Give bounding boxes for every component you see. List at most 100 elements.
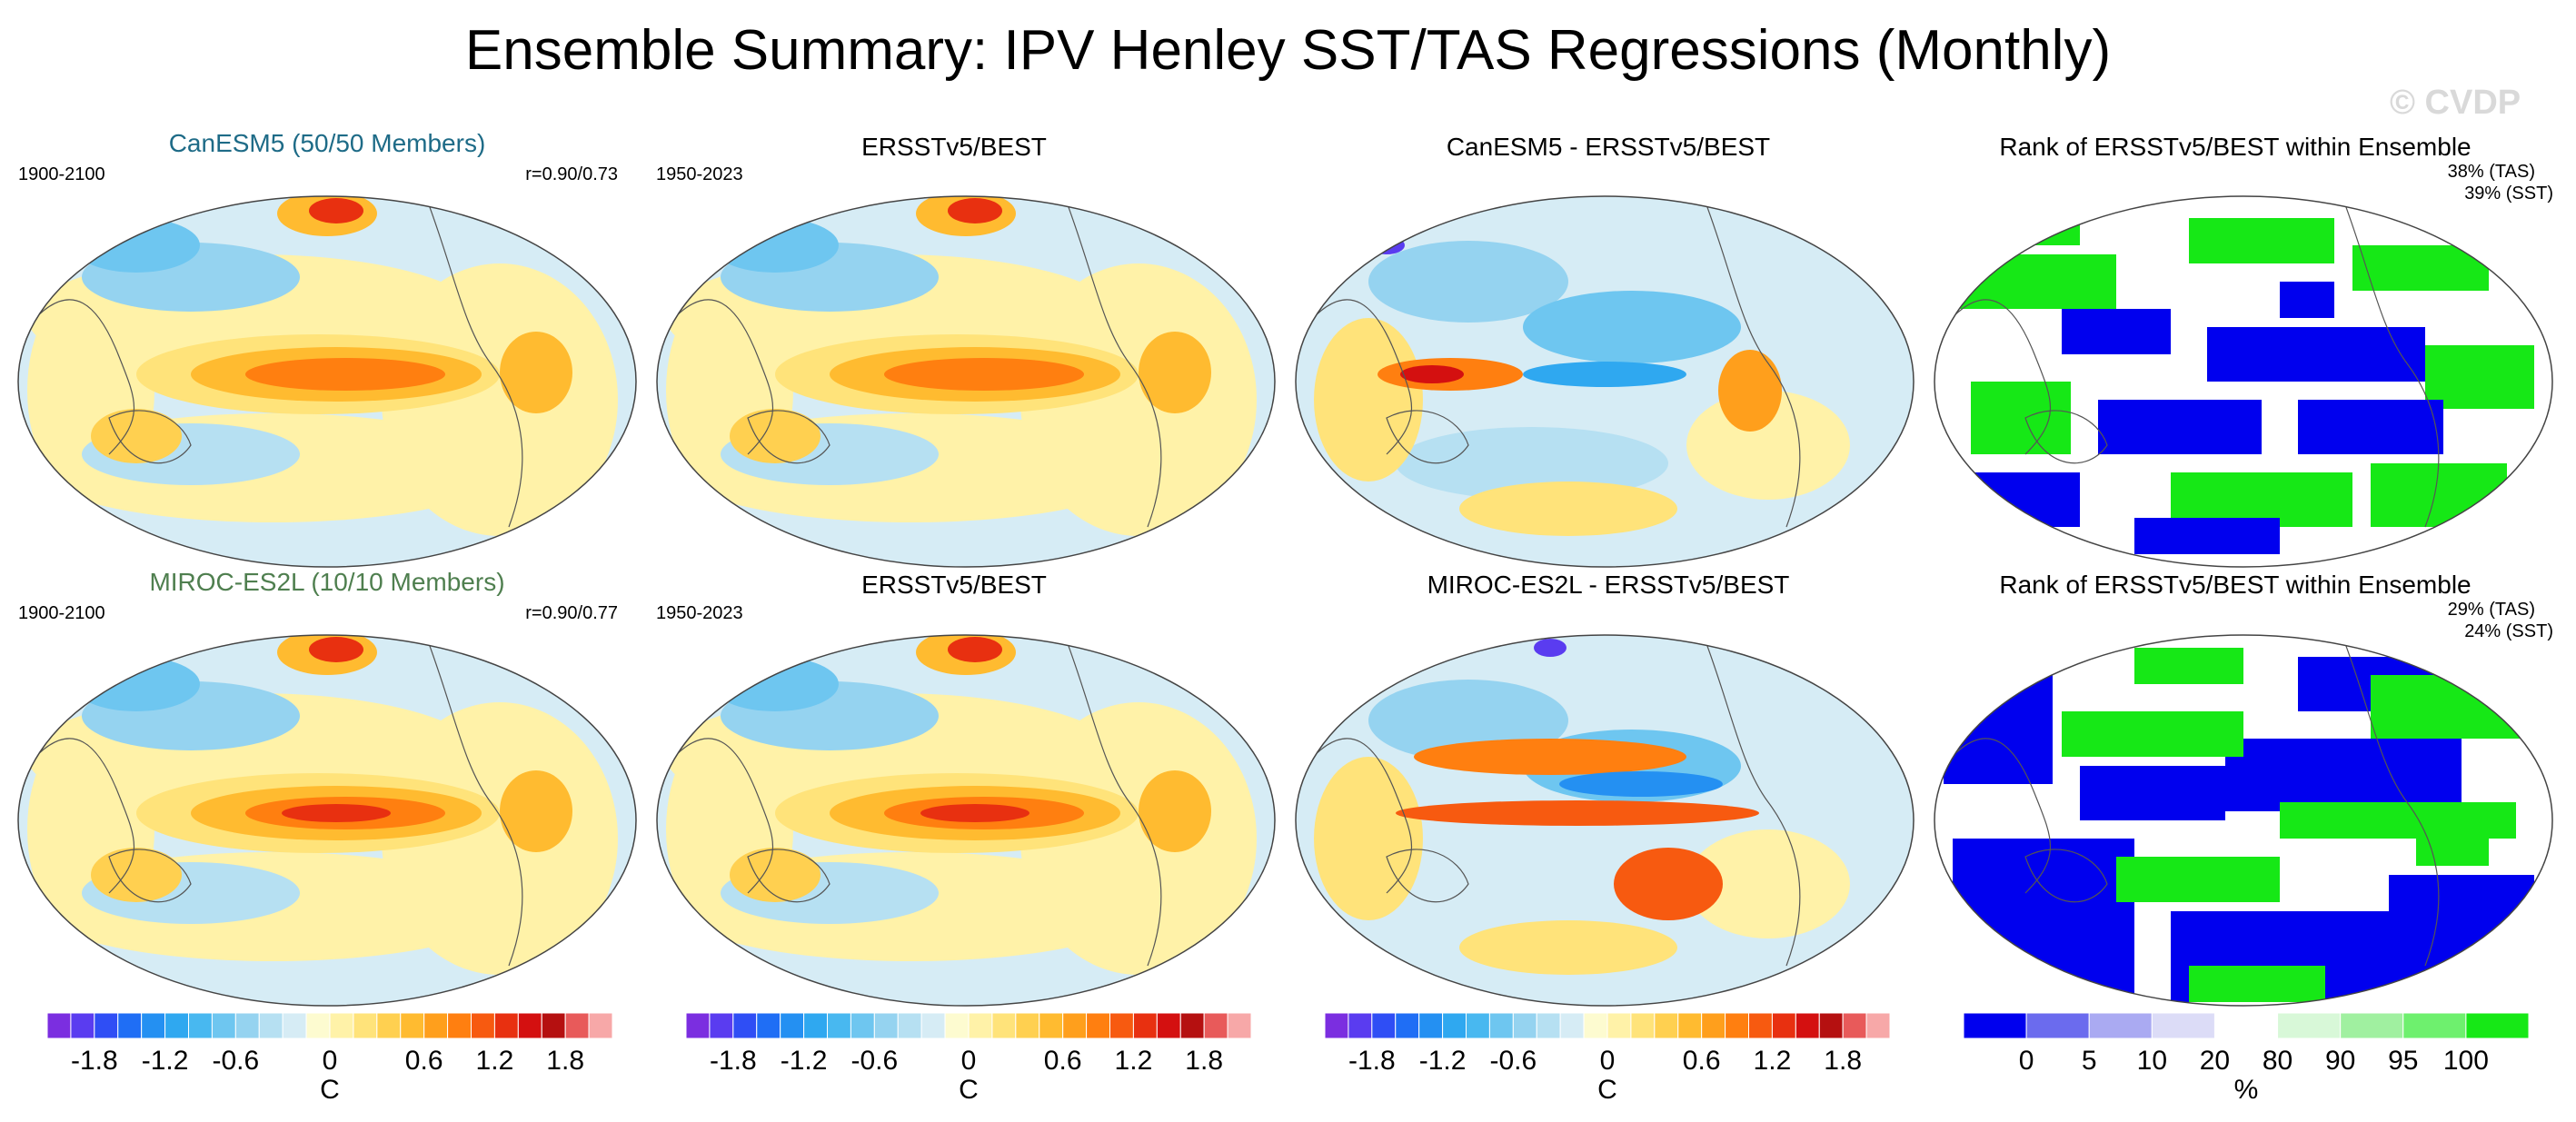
amazon-warm xyxy=(1139,332,1211,413)
coast-line xyxy=(2342,638,2440,967)
rank-colorbar-unit-label: % xyxy=(2234,1075,2259,1105)
rank-colorbar-swatch xyxy=(2213,1012,2279,1039)
continent-outlines xyxy=(26,638,523,967)
map-model-2 xyxy=(18,635,636,1006)
rank-block xyxy=(2116,857,2280,902)
colorbar-swatch xyxy=(1348,1012,1373,1039)
australia-outline xyxy=(108,849,192,903)
colorbar-swatch xyxy=(944,1012,970,1039)
atlantic-warm xyxy=(382,263,618,536)
rank-block xyxy=(2280,282,2334,318)
colorbar-swatch xyxy=(471,1012,495,1039)
colorbar-tick-label: -1.2 xyxy=(781,1046,828,1076)
australia-outline xyxy=(1386,410,1469,464)
rank-block xyxy=(2298,400,2443,454)
colorbar-swatch xyxy=(1086,1012,1111,1039)
colorbar-unit-label: C xyxy=(1597,1075,1617,1105)
period-label-obs-1: 1950-2023 xyxy=(656,164,743,184)
figure-title: Ensemble Summary: IPV Henley SST/TAS Reg… xyxy=(464,19,2112,82)
colorbar-swatch xyxy=(803,1012,828,1039)
rank-block xyxy=(2425,345,2534,409)
colorbar-tick-label: -0.6 xyxy=(850,1046,898,1076)
colorbar-tick-label: -0.6 xyxy=(212,1046,259,1076)
map-rank-1 xyxy=(1934,196,2552,567)
rank-block xyxy=(2134,518,2280,554)
panel-title-rank-1: Rank of ERSSTv5/BEST within Ensemble xyxy=(1999,133,2472,161)
australia-outline xyxy=(2024,849,2108,903)
colorbar-tick-label: 1.2 xyxy=(1115,1046,1153,1076)
colorbar-swatch xyxy=(1818,1012,1844,1039)
diff-indian-warm xyxy=(1314,757,1423,920)
rank-colorbar-tick-label: 90 xyxy=(2325,1046,2355,1076)
coast-line xyxy=(2342,199,2440,528)
colorbar-swatch xyxy=(1015,1012,1040,1039)
map-diff-2 xyxy=(1296,635,1914,1006)
colorbar-swatch xyxy=(376,1012,402,1039)
colorbar-tick-label: 0 xyxy=(961,1046,977,1076)
alaska-core xyxy=(309,198,363,223)
rank-sst-1: 39% (SST) xyxy=(2464,184,2553,204)
colorbar-unit-label: C xyxy=(320,1075,340,1105)
colorbar-swatch xyxy=(685,1012,711,1039)
colorbar-swatch xyxy=(353,1012,378,1039)
colorbar-tick-label: -0.6 xyxy=(1489,1046,1537,1076)
colorbar-swatch xyxy=(1442,1012,1467,1039)
alaska-core xyxy=(948,637,1002,662)
colorbar-tick-label: -1.8 xyxy=(710,1046,757,1076)
colorbar-swatch xyxy=(164,1012,189,1039)
colorbar-swatch xyxy=(141,1012,166,1039)
diff-south-warm-core xyxy=(1614,848,1723,920)
colorbar-swatch xyxy=(1725,1012,1750,1039)
colorbar-tick-label: 0.6 xyxy=(1683,1046,1721,1076)
colorbar-swatch xyxy=(1842,1012,1867,1039)
rank-colorbar-swatch xyxy=(2465,1012,2530,1039)
coast-line xyxy=(1065,638,1162,967)
rank-block xyxy=(2134,648,2243,684)
el-nino-tongue-3 xyxy=(245,358,445,391)
rank-colorbar-swatch xyxy=(2088,1012,2153,1039)
map-obs-1 xyxy=(657,196,1275,567)
diff-south-cool xyxy=(1396,866,1668,938)
colorbar-swatch xyxy=(1748,1012,1773,1039)
colorbar-swatch xyxy=(1865,1012,1891,1039)
coast-line xyxy=(665,299,774,455)
coast-line xyxy=(1304,299,1413,455)
colorbar-swatch xyxy=(258,1012,283,1039)
colorbar-swatch xyxy=(897,1012,922,1039)
map-border xyxy=(1295,634,1915,1007)
coast-line xyxy=(426,638,523,967)
colorbar-swatch xyxy=(46,1012,72,1039)
diff-cool-band xyxy=(1523,362,1686,387)
rank-sst-2: 24% (SST) xyxy=(2464,621,2553,641)
colorbar-swatch xyxy=(827,1012,851,1039)
diff-south-warm xyxy=(1459,482,1677,536)
colorbar-swatch xyxy=(850,1012,875,1039)
colorbar-swatch xyxy=(1156,1012,1181,1039)
colorbar-swatch xyxy=(1795,1012,1820,1039)
colorbar-tick-label: 1.2 xyxy=(1754,1046,1792,1076)
colorbar-swatch xyxy=(1583,1012,1608,1039)
colorbar-swatch xyxy=(1559,1012,1585,1039)
colorbar-tick-label: -1.8 xyxy=(71,1046,118,1076)
diff-warm-core xyxy=(1400,365,1464,383)
colorbar-swatch xyxy=(211,1012,236,1039)
map-border xyxy=(656,634,1276,1007)
diff-amazon xyxy=(1718,350,1782,432)
map-border xyxy=(1934,195,2553,568)
rank-colorbar-tick-label: 5 xyxy=(2082,1046,2097,1076)
period-label-obs-2: 1950-2023 xyxy=(656,603,743,623)
coast-line xyxy=(1704,199,1801,528)
panel-title-obs-1: ERSSTv5/BEST xyxy=(861,133,1047,161)
continent-outlines xyxy=(665,199,1162,528)
colorbar-tick-label: 1.8 xyxy=(1185,1046,1223,1076)
colorbar-swatch xyxy=(1771,1012,1796,1039)
panel-title-model-1: CanESM5 (50/50 Members) xyxy=(168,129,486,157)
coast-line xyxy=(426,199,523,528)
colorbar-swatch xyxy=(1418,1012,1444,1039)
panel-title-rank-2: Rank of ERSSTv5/BEST within Ensemble xyxy=(1999,571,2472,599)
diff-indian-warm xyxy=(1314,318,1423,482)
map-border xyxy=(17,195,637,568)
diff-warm-band xyxy=(1396,800,1759,826)
